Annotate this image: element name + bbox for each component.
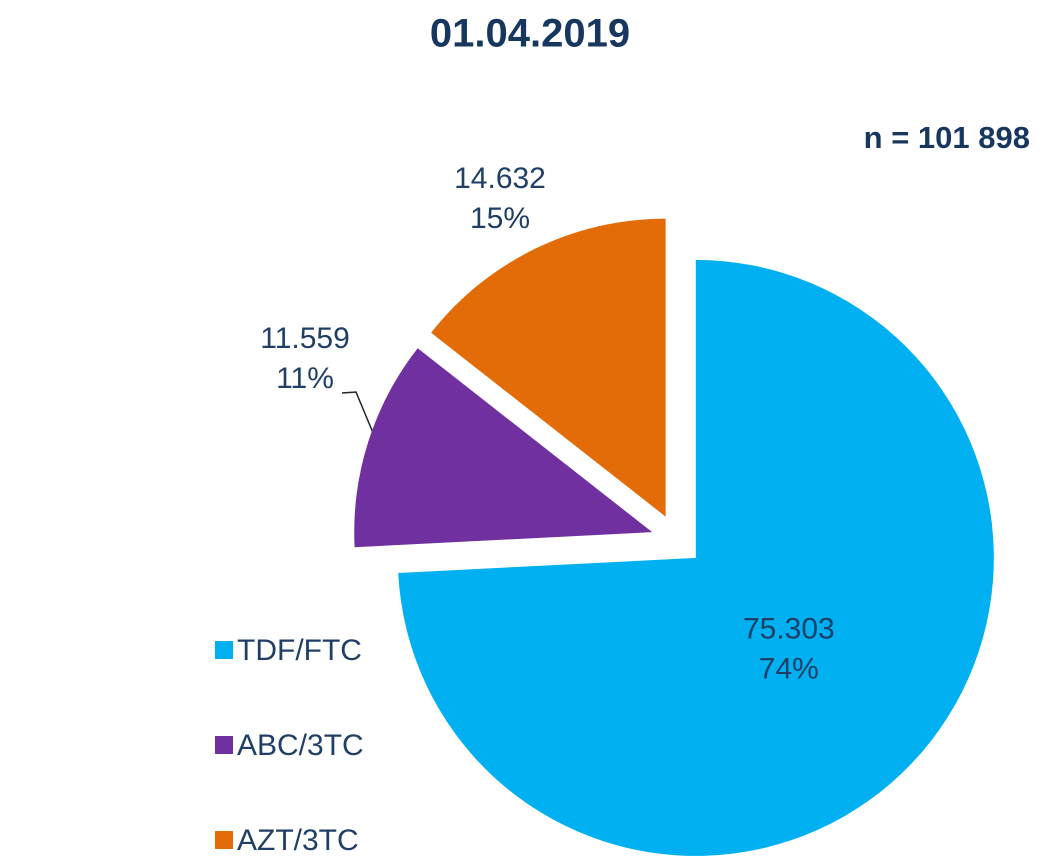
legend-swatch — [215, 831, 233, 849]
slice-value-label: 11.559 — [260, 322, 350, 355]
legend-label: ABC/3TC — [237, 729, 364, 762]
legend-label: AZT/3TC — [237, 824, 359, 857]
slice-value-label: 75.303 — [743, 612, 835, 645]
annotation: n = 101 898 — [864, 120, 1030, 155]
legend-swatch — [215, 641, 233, 659]
pie-slice — [354, 348, 653, 548]
slice-value-label: 14.632 — [454, 162, 546, 195]
pie-slice — [398, 259, 994, 856]
legend-label: TDF/FTC — [237, 634, 362, 667]
legend-swatch — [215, 736, 233, 754]
pie-slice — [431, 218, 666, 517]
slice-percent-label: 15% — [470, 202, 530, 235]
leader-line — [341, 391, 377, 441]
slice-percent-label: 74% — [759, 652, 819, 685]
chart-title: 01.04.2019 — [430, 12, 630, 56]
slice-percent-label: 11% — [276, 362, 334, 395]
